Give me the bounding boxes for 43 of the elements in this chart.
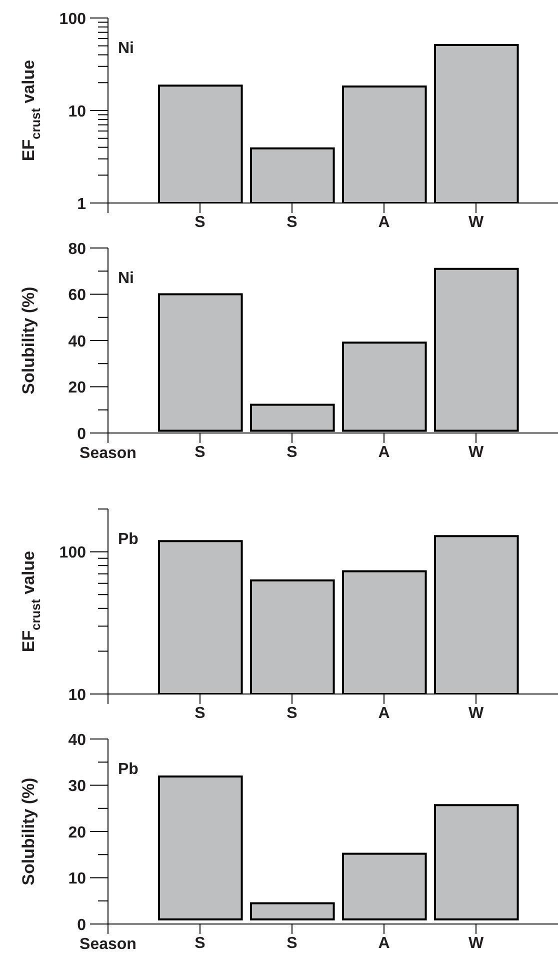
bar	[342, 852, 427, 920]
x-tick-label: S	[286, 214, 298, 231]
x-axis-title: Season	[78, 936, 138, 954]
x-tick-label: A	[378, 935, 390, 952]
y-tick-label: 30	[68, 778, 86, 796]
bar	[434, 804, 519, 920]
y-tick-label: 0	[77, 916, 86, 934]
x-tick-label: W	[468, 444, 484, 461]
x-tick-label: S	[194, 705, 206, 722]
x-tick-label: S	[194, 214, 206, 231]
bar	[158, 775, 243, 920]
x-tick-label: S	[286, 705, 298, 722]
annotation: Ni	[118, 270, 134, 288]
y-tick-label: 0	[77, 426, 86, 443]
bar	[250, 902, 335, 920]
x-tick-label: A	[378, 444, 390, 461]
y-tick-label: 1	[77, 196, 86, 213]
x-axis-title: Season	[78, 445, 138, 463]
y-tick-label: 100	[59, 544, 86, 562]
y-axis-title: Solubility (%)	[18, 778, 38, 886]
y-axis-title: Solubility (%)	[18, 286, 38, 394]
x-tick-label: S	[194, 935, 206, 952]
x-tick-label: A	[378, 705, 390, 722]
x-tick-label: W	[468, 214, 484, 231]
y-tick-label: 100	[59, 10, 86, 28]
y-tick-label: 80	[68, 240, 86, 258]
x-tick-label: S	[194, 444, 206, 461]
y-tick-label: 20	[68, 380, 86, 397]
y-tick-label: 10	[68, 870, 86, 888]
x-tick-label: W	[468, 935, 484, 952]
x-tick-label: S	[286, 935, 298, 952]
y-tick-label: 40	[68, 732, 86, 749]
x-tick-label: S	[286, 444, 298, 461]
x-tick-label: A	[378, 214, 390, 231]
y-tick-label: 20	[68, 824, 86, 842]
y-tick-label: 10	[68, 686, 86, 704]
x-tick-label: W	[468, 705, 484, 722]
annotation: Ni	[118, 40, 134, 58]
y-tick-label: 10	[68, 103, 86, 120]
annotation: Pb	[118, 761, 138, 779]
y-tick-label: 60	[68, 287, 86, 304]
annotation: Pb	[118, 531, 138, 549]
y-tick-label: 40	[68, 333, 86, 350]
